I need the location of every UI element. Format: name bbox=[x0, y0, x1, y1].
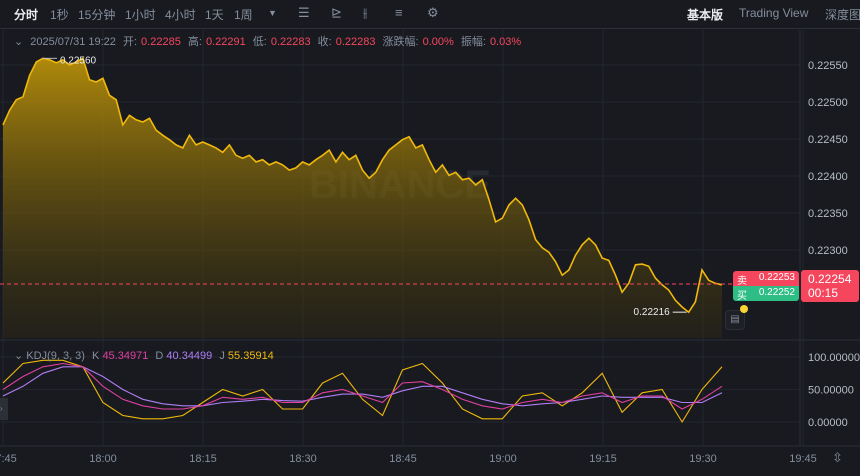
time-tick: 18:15 bbox=[189, 453, 217, 465]
price-tick: 0.22500 bbox=[808, 97, 848, 109]
kdj-tick: 100.00000 bbox=[808, 352, 860, 364]
price-tick: 0.22300 bbox=[808, 245, 848, 257]
time-tick: 17:45 bbox=[0, 453, 17, 465]
amplitude-value: 0.03% bbox=[489, 36, 522, 48]
change-value: 0.00% bbox=[422, 36, 454, 48]
low-marker: 0.22216 bbox=[634, 307, 671, 318]
open-value: 0.22285 bbox=[141, 36, 181, 48]
close-label: 收: bbox=[317, 36, 332, 48]
high-marker: 0.22560 bbox=[60, 55, 97, 66]
price-tick: 0.22550 bbox=[808, 60, 848, 72]
candle-countdown: 00:15 bbox=[808, 286, 839, 300]
sell-value: 0.22253 bbox=[758, 272, 795, 283]
interval-1h[interactable]: 1小时 bbox=[125, 8, 156, 22]
last-price: 0.22254 bbox=[808, 272, 852, 286]
time-tick: 19:45 bbox=[789, 453, 817, 465]
order-book-icon[interactable]: ▤ bbox=[725, 310, 745, 330]
d-value: 40.34499 bbox=[166, 350, 213, 362]
time-tick: 19:00 bbox=[489, 453, 517, 465]
low-value: 0.22283 bbox=[270, 36, 311, 48]
time-tick: 18:45 bbox=[389, 453, 417, 465]
candle-type-icon[interactable]: ⫲ bbox=[363, 5, 368, 20]
j-value: 55.35914 bbox=[227, 350, 274, 362]
high-value: 0.22291 bbox=[205, 36, 246, 48]
kdj-tick: 0.00000 bbox=[808, 417, 848, 429]
ohlc-legend: ⌄ 2025/07/31 19:22 开: 0.22285 高: 0.22291 低… bbox=[14, 35, 525, 49]
time-tick: 18:30 bbox=[289, 453, 317, 465]
price-tick: 0.22350 bbox=[808, 208, 848, 220]
high-label: 高: bbox=[187, 36, 202, 48]
d-label: D bbox=[155, 350, 164, 362]
interval-1[interactable]: 分时 bbox=[14, 8, 39, 22]
view-tradingview[interactable]: Trading View bbox=[739, 6, 809, 20]
change-label: 涨跌幅: bbox=[382, 36, 419, 48]
price-tick: 0.22450 bbox=[808, 134, 848, 146]
buy-value: 0.22252 bbox=[758, 287, 795, 298]
open-label: 开: bbox=[122, 36, 138, 48]
toolbar: 分时 1秒 15分钟 1小时 4小时 1天 1周 ▼ ☰ ⊵ ⫲ ≡ ⚙ 基本版… bbox=[0, 0, 860, 29]
low-label: 低: bbox=[252, 36, 267, 48]
kdj-d-line bbox=[2, 366, 723, 407]
interval-1w[interactable]: 1周 bbox=[234, 8, 253, 22]
kdj-k-line bbox=[2, 362, 723, 410]
view-basic[interactable]: 基本版 bbox=[687, 8, 724, 22]
amplitude-label: 振幅: bbox=[460, 36, 486, 48]
fit-screen-icon[interactable]: ⇳ bbox=[832, 450, 843, 465]
view-depth[interactable]: 深度图 bbox=[825, 8, 860, 22]
j-label: J bbox=[219, 350, 225, 362]
dropdown-caret-icon[interactable]: ▼ bbox=[268, 8, 277, 18]
layout-icon[interactable]: ≡ bbox=[395, 5, 403, 20]
collapse-icon[interactable]: ⌄ bbox=[14, 350, 24, 362]
buy-label: 买 bbox=[737, 291, 747, 302]
collapse-icon[interactable]: ⌄ bbox=[14, 36, 24, 48]
kdj-j-line bbox=[2, 359, 723, 424]
notification-dot bbox=[740, 305, 748, 313]
sell-price-tag: 卖 0.22253 bbox=[733, 271, 799, 287]
price-area bbox=[3, 58, 722, 339]
interval-1s[interactable]: 1秒 bbox=[50, 8, 69, 22]
time-tick: 19:30 bbox=[689, 453, 717, 465]
k-label: K bbox=[92, 350, 100, 362]
indicator-icon[interactable]: ☰ bbox=[298, 5, 310, 20]
kdj-tick: 50.00000 bbox=[808, 385, 854, 397]
price-line bbox=[2, 57, 723, 314]
time-tick: 19:15 bbox=[589, 453, 617, 465]
drawing-icon[interactable]: ⊵ bbox=[331, 5, 342, 20]
k-value: 45.34971 bbox=[102, 350, 149, 362]
scroll-left-handle[interactable]: › bbox=[0, 398, 8, 420]
last-price-tag: 0.22254 00:15 bbox=[801, 270, 859, 302]
kdj-label: KDJ(9, 3, 3) bbox=[26, 350, 85, 362]
kdj-legend: ⌄ KDJ(9, 3, 3) K 45.34971 D 40.34499 J 5… bbox=[14, 349, 274, 363]
interval-4h[interactable]: 4小时 bbox=[165, 8, 196, 22]
ohlc-datetime: 2025/07/31 19:22 bbox=[30, 36, 116, 48]
sell-label: 卖 bbox=[737, 276, 747, 287]
time-tick: 18:00 bbox=[89, 453, 117, 465]
buy-price-tag: 买 0.22252 bbox=[733, 286, 799, 302]
close-value: 0.22283 bbox=[335, 36, 376, 48]
interval-1d[interactable]: 1天 bbox=[205, 8, 224, 22]
settings-icon[interactable]: ⚙ bbox=[427, 5, 439, 20]
interval-15m[interactable]: 15分钟 bbox=[78, 8, 116, 22]
price-tick: 0.22400 bbox=[808, 171, 848, 183]
